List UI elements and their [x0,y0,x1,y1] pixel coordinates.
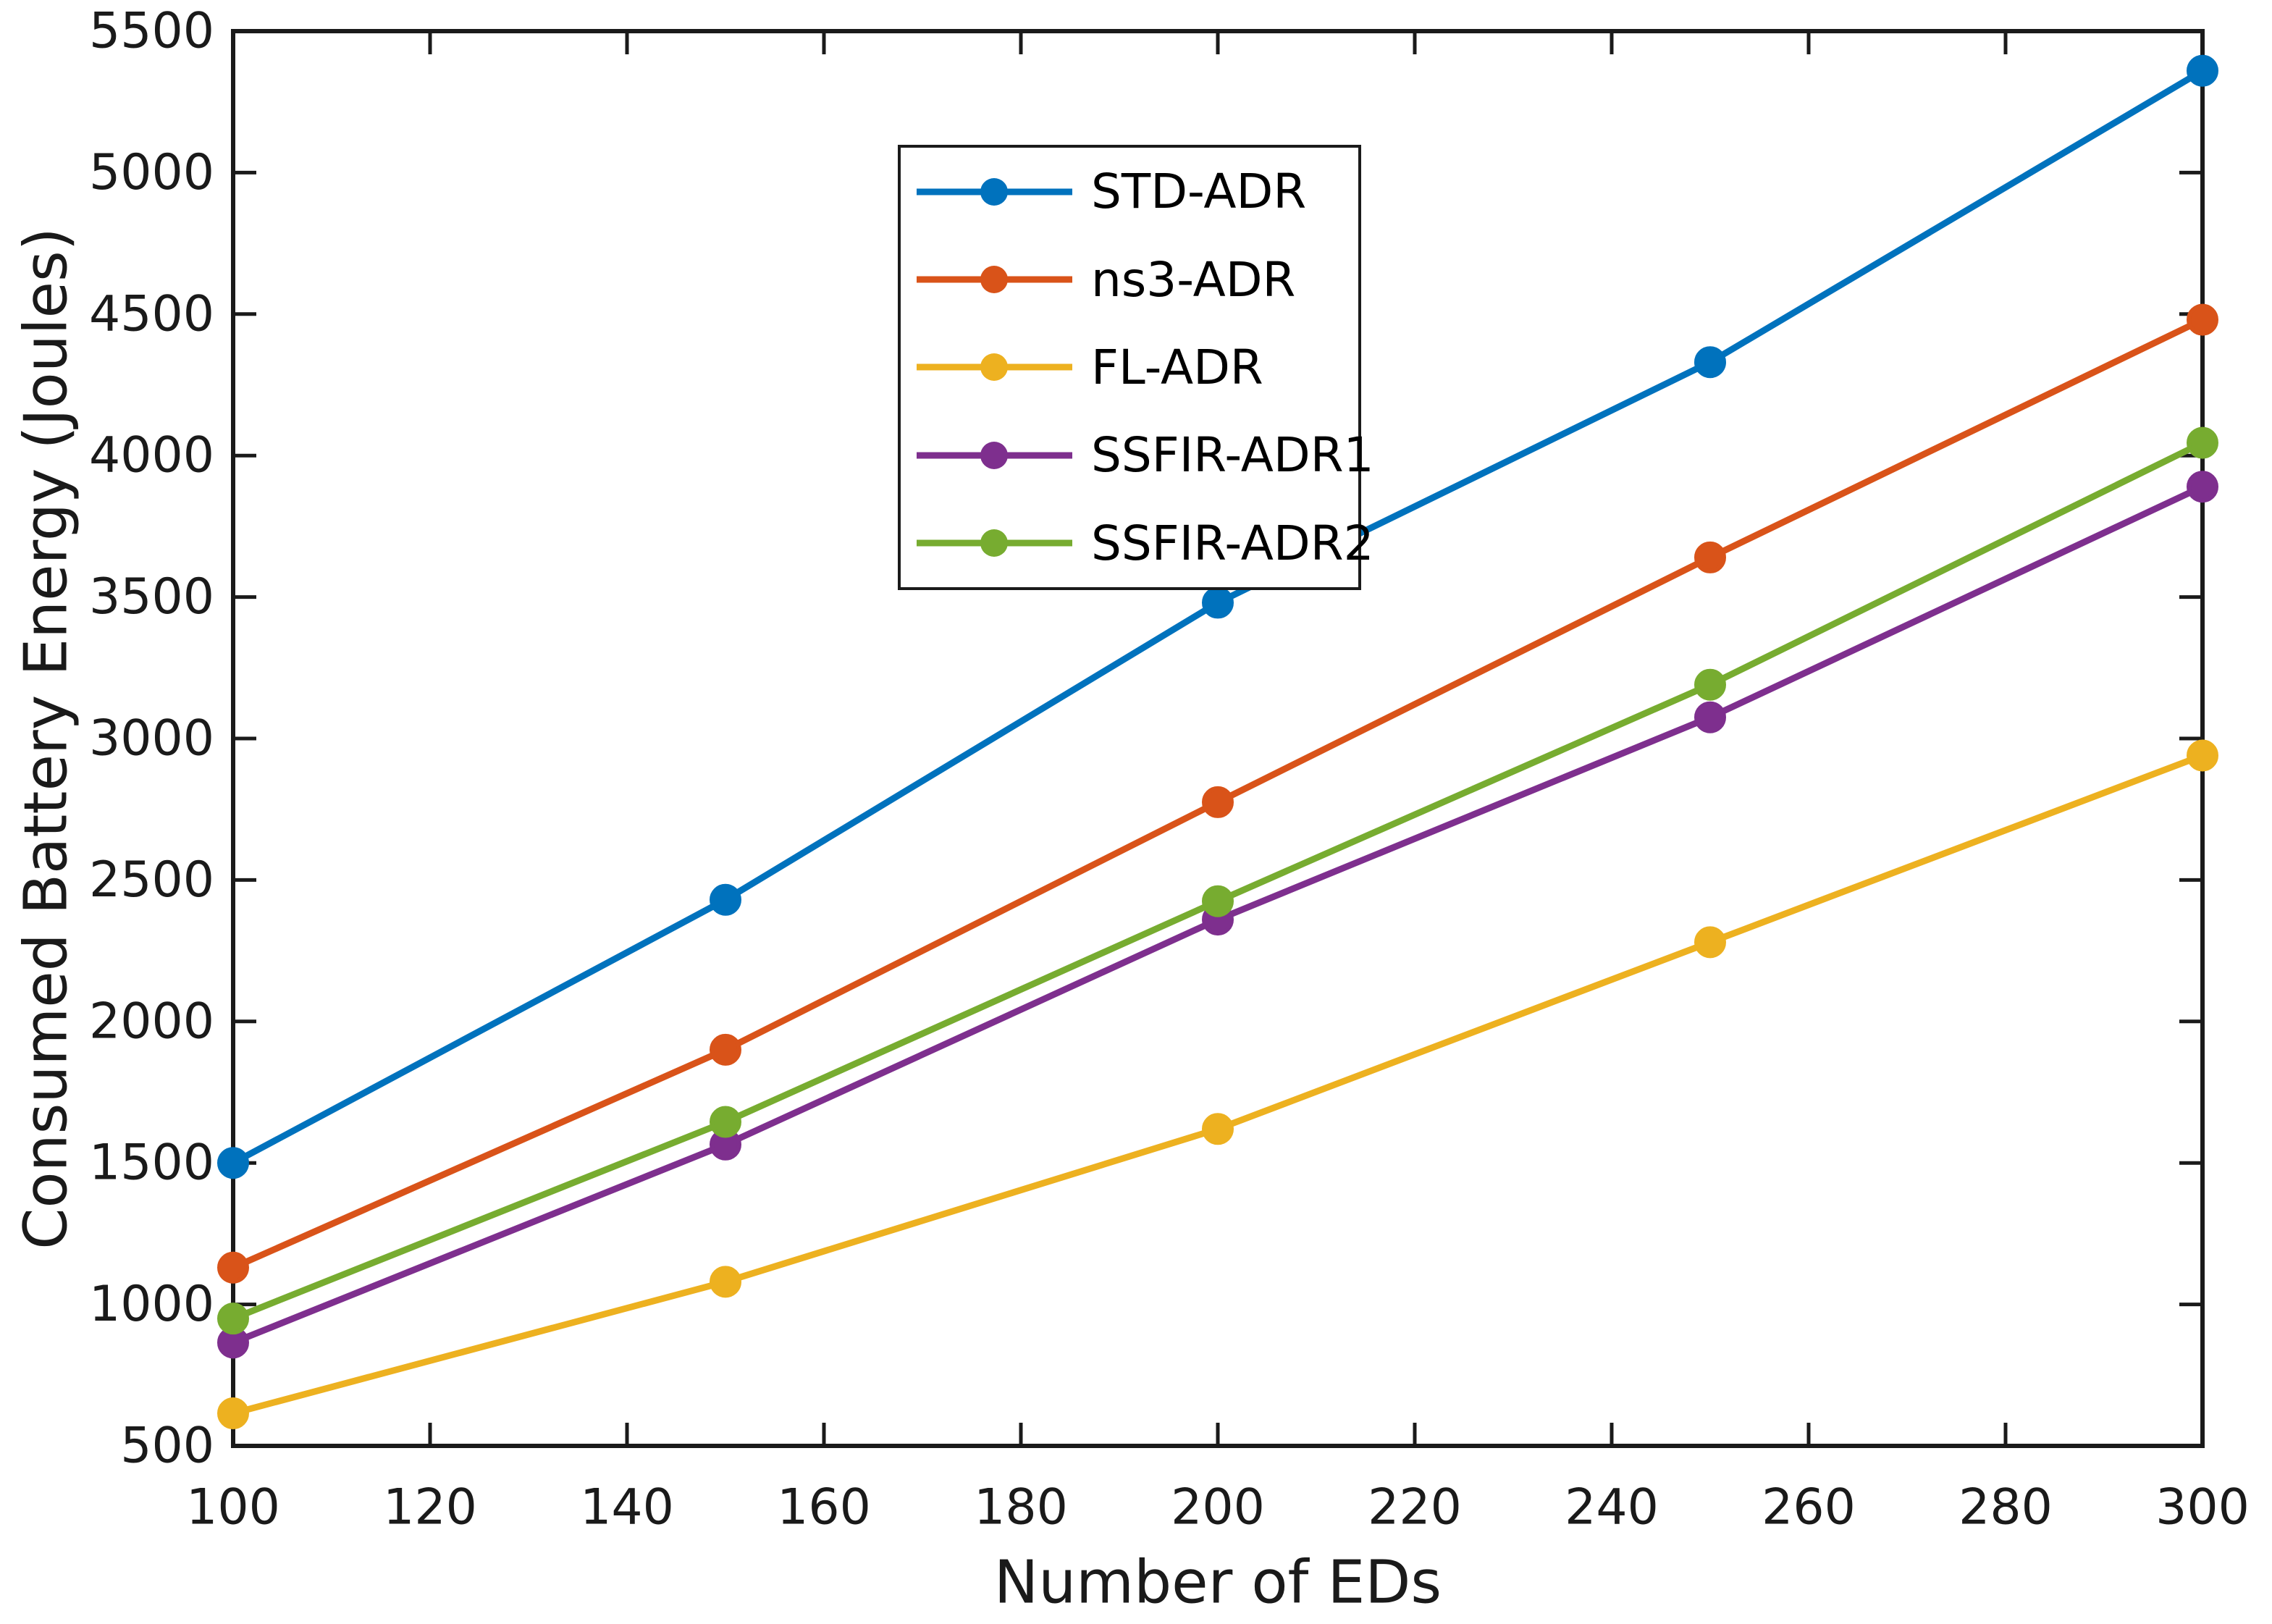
legend-item: SSFIR-ADR1 [901,411,1374,499]
x-tick-label: 300 [2155,1479,2250,1536]
series-marker-ssfir-adr1 [1694,701,1726,733]
legend-item-label: STD-ADR [1091,164,1307,220]
legend-item: ns3-ADR [901,236,1358,324]
series-marker-ssfir-adr2 [2187,426,2218,459]
legend-line-marker-icon [917,529,1072,558]
y-tick-label: 3500 [89,568,214,626]
legend-item-label: SSFIR-ADR1 [1091,427,1374,484]
y-tick-label: 2500 [89,851,214,909]
y-tick-label: 1000 [89,1276,214,1333]
x-tick-label: 180 [974,1479,1068,1536]
y-tick-label: 3000 [89,710,214,767]
series-marker-std-adr [1202,586,1234,619]
x-tick-label: 260 [1762,1479,1856,1536]
legend-line-marker-icon [917,441,1072,469]
series-marker-ns3-adr [710,1033,741,1066]
x-tick-label: 100 [186,1479,280,1536]
series-marker-std-adr [1694,346,1726,379]
legend-item: SSFIR-ADR2 [901,500,1374,587]
series-marker-ssfir-adr2 [1202,885,1234,917]
x-tick-label: 120 [383,1479,477,1536]
legend-line-marker-icon [917,353,1072,382]
series-marker-fl-adr [1202,1113,1234,1145]
legend-marker-sample [980,266,1008,294]
series-marker-std-adr [710,883,741,916]
legend-marker-sample [980,353,1008,382]
series-marker-fl-adr [217,1397,249,1430]
series-marker-fl-adr [710,1266,741,1298]
x-tick-label: 160 [777,1479,871,1536]
legend-marker-sample [980,529,1008,558]
y-tick-label: 4000 [89,427,214,484]
legend-item-label: FL-ADR [1091,339,1263,395]
legend-item: FL-ADR [901,324,1358,411]
x-tick-label: 240 [1565,1479,1659,1536]
series-marker-ns3-adr [1202,786,1234,818]
series-line-fl-adr [232,752,2204,1417]
y-tick-label: 2000 [89,993,214,1050]
series-marker-std-adr [2187,54,2218,87]
y-axis-title: Consumed Battery Energy (Joules) [12,227,81,1250]
y-tick-label: 500 [120,1418,214,1475]
series-marker-ssfir-adr2 [710,1106,741,1138]
legend: STD-ADR ns3-ADR FL-ADR SSFIR-ADR1 SSFIR-ADR2 [898,145,1374,590]
series-marker-std-adr [217,1147,249,1179]
legend-item-label: ns3-ADR [1091,251,1296,308]
x-tick-label: 200 [1171,1479,1265,1536]
y-tick-label: 5500 [89,3,214,60]
y-tick-label: 5000 [89,144,214,201]
series-marker-ns3-adr [1694,541,1726,573]
series-marker-fl-adr [1694,926,1726,959]
x-tick-label: 140 [580,1479,674,1536]
series-marker-ssfir-adr2 [217,1303,249,1335]
series-marker-ns3-adr [2187,303,2218,336]
y-tick-label: 1500 [89,1135,214,1192]
series-marker-ssfir-adr2 [1694,668,1726,701]
x-tick-label: 280 [1958,1479,2053,1536]
legend-marker-sample [980,177,1008,206]
series-marker-ns3-adr [217,1251,249,1284]
y-tick-label: 4500 [89,285,214,342]
legend-marker-sample [980,441,1008,469]
series-marker-fl-adr [2187,739,2218,772]
x-axis-title: Number of EDs [993,1548,1442,1617]
series-marker-ssfir-adr1 [2187,471,2218,503]
legend-item: STD-ADR [901,148,1358,235]
x-tick-label: 220 [1368,1479,1462,1536]
legend-line-marker-icon [917,266,1072,294]
legend-item-label: SSFIR-ADR2 [1091,515,1374,571]
legend-line-marker-icon [917,177,1072,206]
